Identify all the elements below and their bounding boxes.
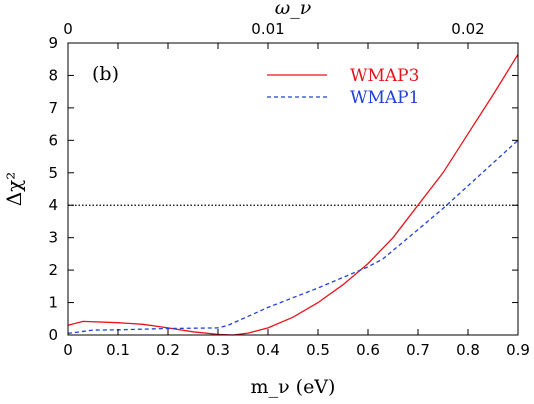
- y-axis-label-text: Δχ²: [2, 172, 26, 207]
- x-tick-label: 0.3: [206, 341, 230, 359]
- x-tick-label: 0.8: [456, 341, 480, 359]
- top-x-tick-label: 0: [63, 20, 73, 38]
- top-x-axis-label-text: ω_ν: [275, 0, 312, 19]
- panel-label: (b): [92, 63, 119, 85]
- y-tick-label: 0: [48, 326, 58, 344]
- x-tick-label: 0.5: [306, 341, 330, 359]
- y-tick-label: 6: [48, 131, 58, 149]
- series-line-wmap1: [67, 139, 519, 335]
- x-tick-label: 0.1: [106, 341, 130, 359]
- x-tick-label: 0: [63, 341, 73, 359]
- legend-label: WMAP1: [350, 88, 419, 108]
- y-tick-label: 9: [48, 34, 58, 52]
- series-line-wmap3: [67, 54, 519, 336]
- x-axis-label-text: m_ν (eV): [251, 376, 336, 398]
- y-tick-label: 8: [48, 66, 58, 84]
- legend-label: WMAP3: [350, 66, 419, 86]
- x-tick-label: 0.9: [506, 341, 530, 359]
- x-tick-label: 0.7: [406, 341, 430, 359]
- x-axis-label: m_ν (eV): [251, 376, 336, 398]
- x-tick-label: 0.4: [256, 341, 280, 359]
- y-tick-label: 1: [48, 294, 58, 312]
- top-x-axis-label: ω_ν: [275, 0, 312, 19]
- y-tick-label: 4: [48, 196, 58, 214]
- x-tick-label: 0.6: [356, 341, 380, 359]
- top-x-tick-label: 0.02: [451, 20, 484, 38]
- top-x-tick-label: 0.01: [251, 20, 284, 38]
- y-tick-label: 7: [48, 99, 58, 117]
- y-tick-label: 3: [48, 229, 58, 247]
- x-tick-label: 0.2: [156, 341, 180, 359]
- plot-frame: [67, 42, 519, 336]
- y-axis-label: Δχ²: [2, 172, 26, 207]
- y-tick-label: 2: [48, 261, 58, 279]
- y-tick-label: 5: [48, 164, 58, 182]
